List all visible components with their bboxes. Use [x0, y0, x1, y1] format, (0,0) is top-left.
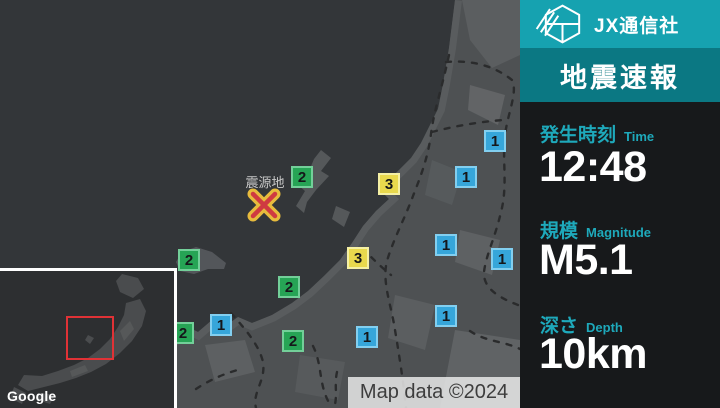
intensity-badge-1: 1: [210, 314, 232, 336]
time-label-row: 発生時刻 Time: [540, 120, 654, 147]
japan-locator-map: [0, 271, 174, 408]
shikoku: [38, 393, 55, 404]
intensity-badge-1: 1: [484, 130, 506, 152]
alert-band: 地震速報: [520, 48, 720, 102]
depth-value: 10km: [539, 330, 647, 378]
time-label-jp: 発生時刻: [540, 125, 617, 146]
japan-locator-inset: Google: [0, 268, 177, 408]
kyushu: [10, 387, 26, 404]
brand-band: JX通信社: [520, 0, 720, 48]
alert-title: 地震速報: [560, 62, 680, 93]
intensity-badge-2: 2: [291, 166, 313, 188]
intensity-badge-3: 3: [378, 173, 400, 195]
depth-label-row: 深さ Depth: [540, 311, 623, 338]
magnitude-label-jp: 規模: [540, 221, 579, 242]
intensity-badge-2: 2: [278, 276, 300, 298]
islet: [332, 206, 350, 227]
depth-label-en: Depth: [586, 320, 623, 335]
intensity-badge-1: 1: [455, 166, 477, 188]
magnitude-label-row: 規模 Magnitude: [540, 216, 651, 243]
intensity-badge-2: 2: [282, 330, 304, 352]
locator-focus-box: [66, 316, 114, 360]
stats-panel: 発生時刻 Time 12:48 規模 Magnitude M5.1 深さ Dep…: [520, 102, 720, 408]
google-logo[interactable]: Google: [7, 388, 57, 404]
magnitude-label-en: Magnitude: [586, 225, 652, 240]
hokkaido: [116, 274, 144, 298]
intensity-badge-1: 1: [356, 326, 378, 348]
magnitude-value: M5.1: [539, 236, 633, 284]
intensity-badge-1: 1: [435, 305, 457, 327]
epicenter-label: 震源地: [245, 175, 285, 190]
intensity-badge-1: 1: [491, 248, 513, 270]
epicenter-x-icon: [247, 188, 281, 222]
sado-dot: [85, 335, 94, 344]
brand-name: JX通信社: [594, 15, 680, 37]
time-label-en: Time: [624, 129, 655, 144]
intensity-badge-1: 1: [435, 234, 457, 256]
intensity-badge-3: 3: [347, 247, 369, 269]
intensity-badge-2: 2: [178, 249, 200, 271]
map-attribution: Map data ©2024: [348, 377, 520, 408]
info-sidebar: JX通信社 地震速報 発生時刻 Time 12:48 規模 Magnitude …: [520, 0, 720, 408]
time-value: 12:48: [539, 143, 647, 191]
sado-island: [296, 150, 331, 213]
depth-label-jp: 深さ: [540, 316, 579, 337]
jx-press-logo-icon: [535, 4, 581, 44]
